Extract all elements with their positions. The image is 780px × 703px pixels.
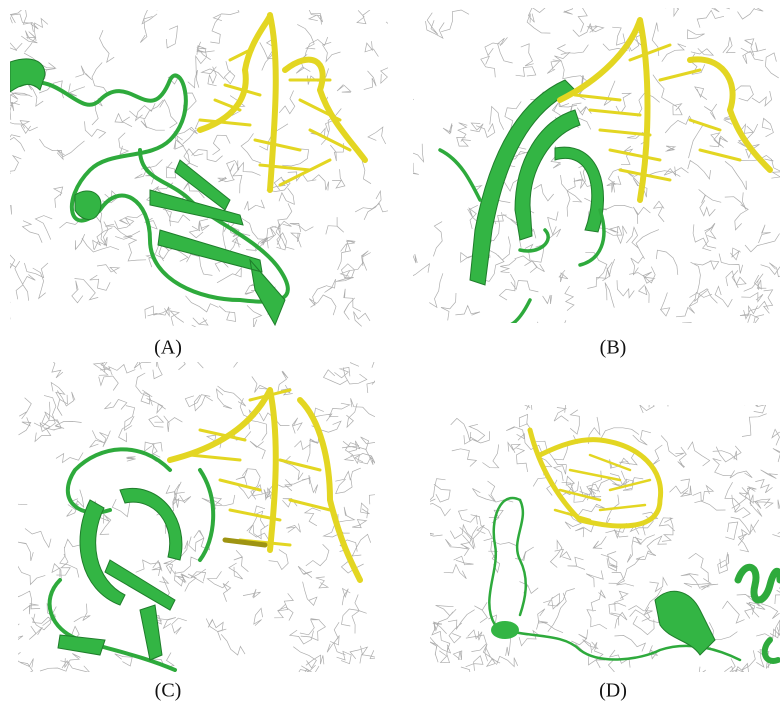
panel-d [430,405,780,672]
panel-label: (A) [154,337,182,359]
helix [10,58,46,93]
wireframe [430,405,780,672]
panel-background [10,10,388,327]
panel-a [10,10,388,327]
beta-sheet [514,109,605,241]
protein-ribbon [488,496,742,662]
rna-backbone [527,427,664,529]
wireframe-lines [18,362,375,672]
helix [74,190,102,220]
panel-c [18,362,375,672]
rna-backbone [557,17,773,203]
beta-sheet [469,79,576,286]
protein-ribbon [438,148,606,323]
rna-shade [222,537,268,548]
rna-bases [553,453,652,522]
panel-background [413,8,780,323]
helix [761,637,780,664]
panel-background [18,362,375,672]
beta-sheet [149,159,286,327]
helix [734,564,780,604]
rna-bases [573,43,742,182]
protein-ribbon [515,498,527,617]
wireframe-lines [430,405,780,672]
helix [491,621,519,639]
beta-sheet [57,488,183,661]
panel-label: (B) [600,337,627,359]
helix [654,590,716,656]
wireframe [18,362,375,672]
panel-b [413,8,780,323]
panel-label: (C) [155,680,182,702]
rna-bases [198,48,352,187]
panel-label: (D) [599,680,627,702]
